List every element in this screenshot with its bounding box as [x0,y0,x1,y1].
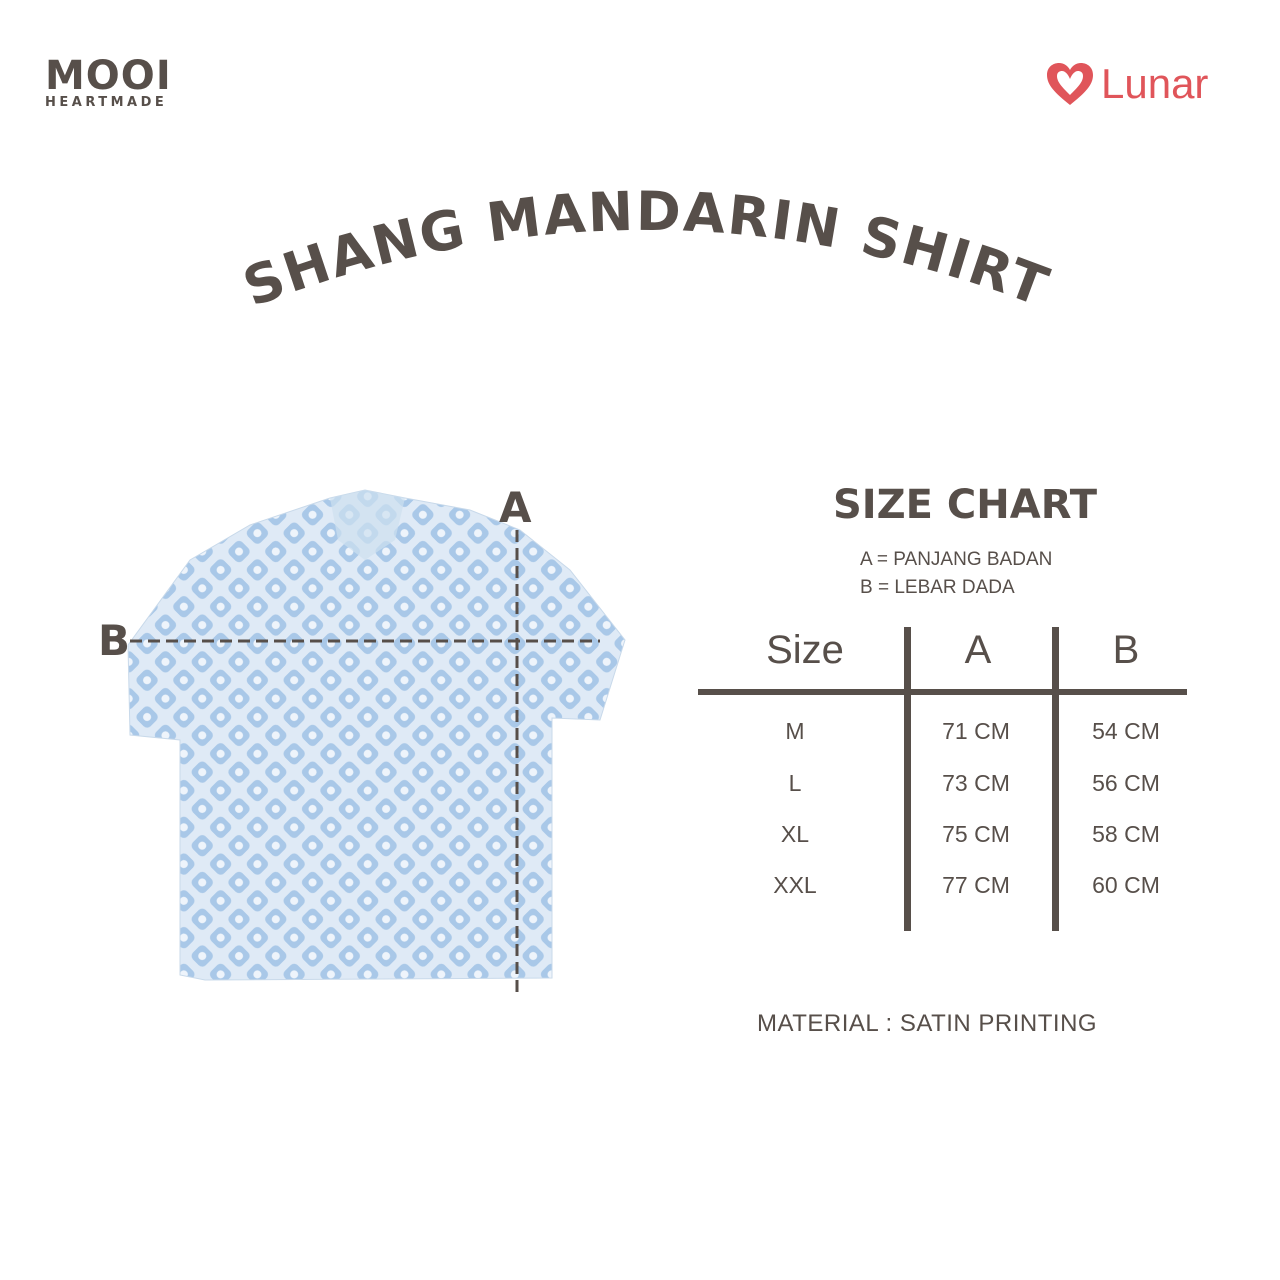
cell-size: XXL [773,872,817,898]
page-title: SHANG MANDARIN SHIRT [235,180,1056,319]
header-a: A [964,628,992,672]
cell-a: 77 CM [942,872,1010,898]
legend-b: B = LEBAR DADA [860,577,1015,598]
cell-b: 56 CM [1092,770,1160,796]
cell-a: 71 CM [942,718,1010,744]
cell-a: 73 CM [942,770,1010,796]
cell-a: 75 CM [942,821,1010,847]
header-size: Size [766,628,844,672]
table-divider [1052,627,1059,931]
mooi-logo: MOOI HEARTMADE [45,56,172,110]
table-divider [904,627,911,931]
label-a: A [499,483,532,532]
table-header-divider [698,689,1187,695]
partner-name: Lunar [1101,60,1209,107]
header-b: B [1112,628,1140,672]
size-chart-title: SIZE CHART [832,482,1098,528]
cell-size: L [788,770,802,796]
label-b: B [98,616,131,665]
heart-icon [1047,63,1093,105]
legend-a: A = PANJANG BADAN [860,549,1053,570]
material-text: MATERIAL : SATIN PRINTING [757,1010,1098,1037]
cell-b: 60 CM [1092,872,1160,898]
cell-b: 58 CM [1092,821,1160,847]
brand-name: MOOI [45,53,172,99]
lunar-logo: Lunar [1045,60,1208,108]
cell-size: M [785,718,805,744]
cell-b: 54 CM [1092,718,1160,744]
shirt-image [127,489,626,992]
cell-size: XL [780,821,810,847]
brand-tagline: HEARTMADE [45,95,168,110]
